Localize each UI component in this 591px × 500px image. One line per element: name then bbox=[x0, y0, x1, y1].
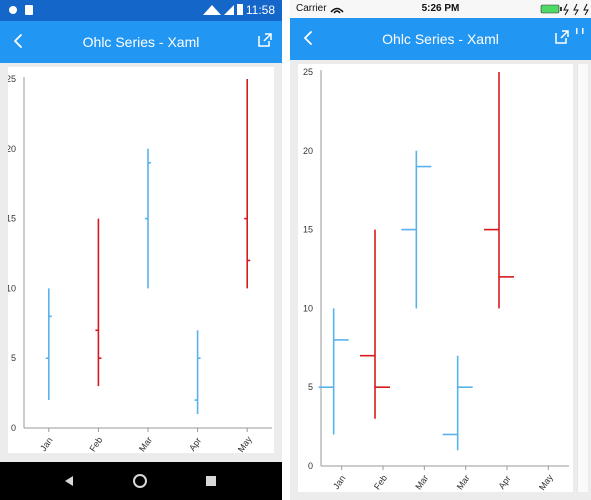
x-tick-label: Jan bbox=[38, 435, 55, 453]
android-ohlc-chart: 0 5 10 15 20 25 Jan Feb Mar Apr May bbox=[6, 74, 272, 454]
charging-icon bbox=[563, 3, 569, 16]
y-tick-label: 15 bbox=[303, 225, 313, 235]
android-navigation-bar bbox=[0, 462, 282, 500]
y-tick-label: 5 bbox=[308, 382, 313, 392]
back-icon[interactable] bbox=[298, 26, 320, 50]
ios-nav-bar: Ohlc Series - Xaml bbox=[290, 18, 591, 60]
carrier-label: Carrier bbox=[296, 3, 327, 14]
recent-apps-icon[interactable] bbox=[206, 476, 216, 486]
android-status-icons bbox=[9, 4, 243, 15]
android-chart-card: 0 5 10 15 20 25 Jan Feb Mar Apr May bbox=[6, 67, 274, 454]
y-tick-label: 0 bbox=[308, 461, 313, 471]
y-tick-label: 5 bbox=[11, 353, 16, 363]
battery-icon bbox=[540, 4, 560, 14]
ios-ohlc-chart: 0 5 10 15 20 25 Jan Feb Mar Mar Apr May bbox=[303, 67, 569, 492]
back-nav-icon[interactable] bbox=[65, 476, 73, 486]
y-tick-label: 20 bbox=[303, 146, 313, 156]
charging-icon bbox=[583, 3, 589, 16]
external-link-icon[interactable] bbox=[553, 28, 571, 46]
x-tick-label: Mar bbox=[137, 435, 154, 453]
x-tick-label: May bbox=[537, 472, 555, 492]
ios-status-icons bbox=[330, 3, 589, 16]
ios-status-bar: Carrier 5:26 PM bbox=[290, 0, 591, 18]
ios-clock: 5:26 PM bbox=[421, 3, 460, 14]
home-nav-icon[interactable] bbox=[133, 474, 147, 488]
ios-chart-card: 0 5 10 15 20 25 Jan Feb Mar Mar Apr May bbox=[298, 64, 573, 492]
y-tick-label: 20 bbox=[8, 144, 16, 154]
x-tick-label: Apr bbox=[187, 436, 203, 453]
x-tick-label: Mar bbox=[455, 473, 472, 491]
page-title: Ohlc Series - Xaml bbox=[82, 34, 200, 50]
x-tick-label: Feb bbox=[372, 473, 389, 491]
y-tick-label: 10 bbox=[303, 303, 313, 313]
x-tick-label: Feb bbox=[87, 435, 104, 453]
android-app-bar: Ohlc Series - Xaml bbox=[0, 21, 282, 63]
notification-icon bbox=[9, 6, 17, 14]
cellular-icon bbox=[224, 5, 234, 15]
x-tick-label: Mar bbox=[413, 473, 430, 491]
android-clock: 11:58 bbox=[245, 3, 275, 17]
charging-icon bbox=[573, 3, 579, 16]
battery-icon bbox=[237, 4, 243, 15]
x-tick-label: Jan bbox=[331, 473, 348, 491]
wifi-icon bbox=[330, 7, 344, 13]
y-tick-label: 10 bbox=[8, 283, 16, 293]
external-link-icon[interactable] bbox=[256, 31, 274, 49]
page-title: Ohlc Series - Xaml bbox=[382, 31, 499, 47]
y-tick-label: 0 bbox=[11, 423, 16, 433]
y-tick-label: 25 bbox=[8, 74, 16, 84]
wifi-icon bbox=[203, 5, 221, 15]
android-status-bar: 11:58 bbox=[0, 0, 282, 21]
ios-device: Carrier 5:26 PM Ohlc Series - Xaml 0 5 10 1… bbox=[290, 0, 591, 500]
android-device: 11:58 Ohlc Series - Xaml 0 5 10 15 20 25 Jan Fe… bbox=[0, 0, 282, 500]
back-icon[interactable] bbox=[8, 29, 30, 53]
ios-side-panel-edge bbox=[577, 64, 588, 492]
y-tick-label: 15 bbox=[8, 214, 16, 224]
x-tick-label: May bbox=[236, 434, 254, 453]
sd-card-icon bbox=[25, 5, 33, 15]
more-icon[interactable] bbox=[576, 28, 584, 36]
y-tick-label: 25 bbox=[303, 67, 313, 77]
x-tick-label: Apr bbox=[496, 474, 512, 491]
